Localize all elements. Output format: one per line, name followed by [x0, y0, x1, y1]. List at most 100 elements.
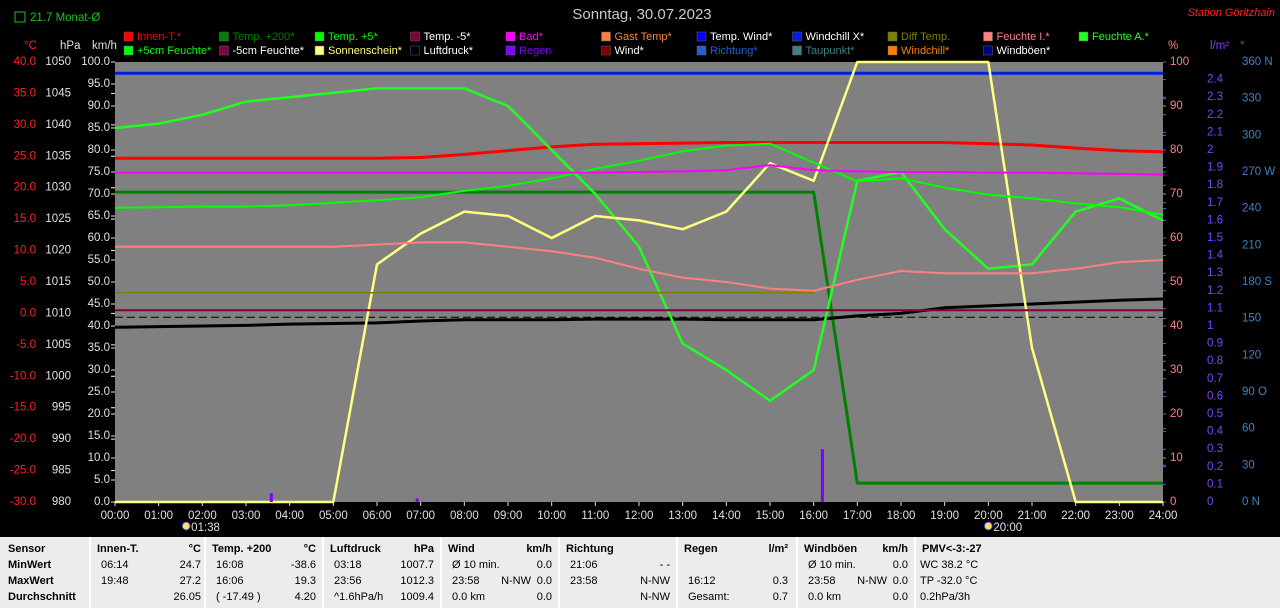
series-line — [115, 241, 1164, 292]
axis-title: hPa — [60, 40, 81, 52]
y-tick-label: 120 — [1242, 349, 1261, 361]
x-tick-label: 05:00 — [319, 510, 348, 522]
y-tick-label: 70 — [1170, 188, 1183, 200]
x-tick-label: 01:00 — [144, 510, 173, 522]
axis-title: ° — [1240, 40, 1245, 52]
legend-label: Wind* — [615, 45, 645, 57]
stat-cell: 06:14 — [101, 559, 129, 571]
x-tick-label: 17:00 — [843, 510, 872, 522]
y-tick-label: 180 S — [1242, 276, 1272, 288]
y-tick-label: 10.0 — [14, 245, 36, 257]
y-tick-label: 25.0 — [14, 150, 36, 162]
stat-cell: 0.2hPa/3h — [920, 591, 970, 603]
x-tick-label: 16:00 — [799, 510, 828, 522]
stat-cell: 23:58 — [452, 575, 480, 587]
y-tick-label: 1045 — [45, 87, 71, 99]
group-unit: hPa — [414, 543, 435, 555]
stat-cell: 21:06 — [570, 559, 598, 571]
y-tick-label: 1015 — [45, 276, 71, 288]
stat-cell: 24.7 — [180, 559, 201, 571]
y-tick-label: 1.2 — [1207, 285, 1223, 297]
series-line — [115, 190, 1163, 485]
y-tick-label: 10 — [1170, 452, 1183, 464]
stat-cell: 0.0 — [893, 591, 908, 603]
rain-bar — [415, 498, 419, 502]
stat-cell: 23:56 — [334, 575, 362, 587]
stat-cell: 0.0 — [893, 575, 908, 587]
y-tick-label: 0.9 — [1207, 338, 1223, 350]
y-tick-label: 2.3 — [1207, 91, 1223, 103]
y-tick-label: 0.7 — [1207, 373, 1223, 385]
stats: Sensor MinWert MaxWert Durchschnitt Innen-T.… — [8, 537, 982, 608]
y-tick-label: 1.9 — [1207, 162, 1223, 174]
stat-cell: ^1.6hPa/h — [334, 591, 383, 603]
x-tick-label: 13:00 — [668, 510, 697, 522]
y-tick-label: 50 — [1170, 276, 1183, 288]
y-tick-label: -20.0 — [10, 433, 36, 445]
group-title: Regen — [684, 543, 718, 555]
y-tick-label: 60 — [1242, 423, 1255, 435]
row-label: Sensor — [8, 543, 46, 555]
stat-cell: 4.20 — [295, 591, 316, 603]
y-tick-label: 35.0 — [14, 87, 36, 99]
x-tick-label: 24:00 — [1149, 510, 1178, 522]
legend-label: Gast Temp* — [615, 31, 673, 43]
stat-cell: 0.0 — [893, 559, 908, 571]
y-tick-label: 1.7 — [1207, 197, 1223, 209]
stat-cell: 0.0 — [537, 591, 552, 603]
legend-label: Feuchte A.* — [1092, 31, 1150, 43]
sun-label: 01:38 — [191, 522, 220, 534]
y-tick-label: 0.2 — [1207, 461, 1223, 473]
group-unit: km/h — [882, 543, 908, 555]
series-line — [114, 87, 1164, 403]
y-tick-label: 1010 — [45, 307, 71, 319]
y-tick-label: 1030 — [45, 182, 71, 194]
group-unit: km/h — [526, 543, 552, 555]
y-tick-label: 70.0 — [88, 188, 110, 200]
y-tick-label: 75.0 — [88, 166, 110, 178]
y-tick-label: 85.0 — [88, 122, 110, 134]
stat-cell: Gesamt: — [688, 591, 730, 603]
y-tick-label: 30 — [1242, 459, 1255, 471]
y-tick-label: 2 — [1207, 144, 1213, 156]
y-tick-label: 0.0 — [94, 496, 110, 508]
y-tick-label: 0 N — [1242, 496, 1260, 508]
stat-cell: 0.7 — [773, 591, 788, 603]
legend-swatch — [887, 31, 898, 42]
legend-label: +5cm Feuchte* — [137, 45, 212, 57]
legend-label: Regen — [519, 45, 551, 57]
legend-swatch — [887, 45, 898, 56]
sun-icon — [181, 521, 191, 531]
stat-cell: ( -17.49 ) — [216, 591, 261, 603]
row-label: Durchschnitt — [8, 591, 76, 603]
y-tick-label: 150 — [1242, 313, 1261, 325]
legend-swatch — [123, 31, 134, 42]
legend-label: Innen-T.* — [137, 31, 182, 43]
y-tick-label: -10.0 — [10, 370, 36, 382]
stat-cell: 27.2 — [180, 575, 201, 587]
stat-cell: TP -32.0 °C — [920, 575, 977, 587]
legend-label: Temp. +200* — [233, 31, 296, 43]
y-tick-label: 25.0 — [88, 386, 110, 398]
plot-area — [115, 62, 1163, 502]
x-tick-label: 23:00 — [1105, 510, 1134, 522]
y-tick-label: 100.0 — [81, 56, 110, 68]
x-tick-label: 19:00 — [930, 510, 959, 522]
stat-cell: 23:58 — [808, 575, 836, 587]
x-tick-label: 08:00 — [450, 510, 479, 522]
y-tick-label: 1050 — [45, 56, 71, 68]
y-tick-label: 30 — [1170, 364, 1183, 376]
legend-label: Temp. Wind* — [710, 31, 773, 43]
legend-swatch — [983, 31, 993, 42]
axis-title: l/m² — [1210, 40, 1229, 52]
y-tick-label: 45.0 — [88, 298, 110, 310]
y-tick-label: 1.5 — [1207, 232, 1223, 244]
legend-swatch — [314, 45, 325, 56]
x-tick-label: 03:00 — [232, 510, 261, 522]
legend-label: Windchill X* — [806, 31, 865, 43]
stat-cell: 19:48 — [101, 575, 129, 587]
legend-label: Sonnenschein* — [328, 45, 403, 57]
month-icon — [14, 11, 26, 23]
y-tick-label: 80 — [1170, 144, 1183, 156]
x-tick-label: 02:00 — [188, 510, 217, 522]
